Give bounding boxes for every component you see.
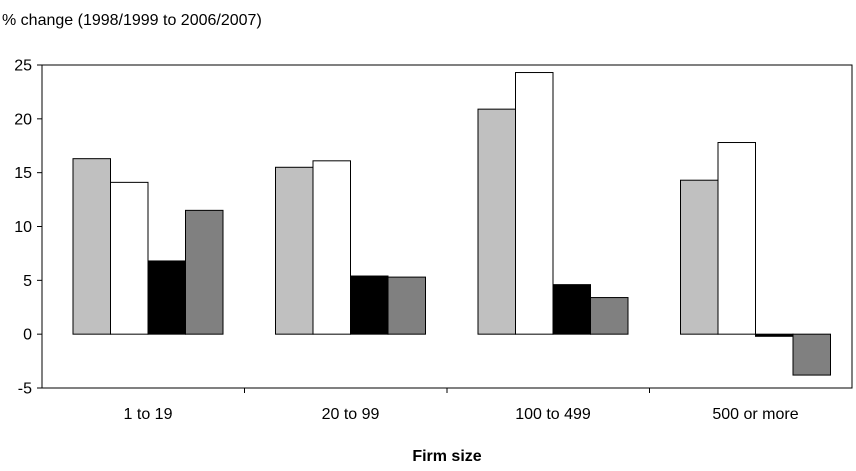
y-tick-label: 25 [14, 58, 32, 75]
bar [72, 158, 111, 335]
y-axis: -5 0 5 10 15 20 25 [14, 58, 42, 398]
x-tick-label: 500 or more [712, 406, 798, 423]
bar [515, 72, 554, 335]
bar [717, 142, 756, 335]
y-tick-label: 5 [23, 273, 32, 290]
x-tick-label: 20 to 99 [322, 406, 380, 423]
bar [755, 333, 794, 337]
bar [147, 260, 186, 335]
x-tick-label: 1 to 19 [124, 406, 173, 423]
y-tick-label: 20 [14, 111, 32, 128]
y-axis-label: % change (1998/1999 to 2006/2007) [2, 12, 262, 29]
y-tick-label: -5 [18, 381, 32, 398]
bar [350, 275, 389, 335]
bar [312, 160, 351, 335]
y-tick-label: 15 [14, 165, 32, 182]
bar [477, 108, 516, 335]
bar [110, 181, 149, 335]
y-tick-label: 10 [14, 219, 32, 236]
y-tick-label: 0 [23, 327, 32, 344]
bar [275, 166, 314, 335]
bar-group [72, 72, 831, 376]
x-axis: 1 to 19 20 to 99 100 to 499 500 or more [124, 388, 799, 423]
bar [792, 333, 831, 376]
bar [552, 284, 591, 335]
bar [387, 276, 426, 335]
bar [185, 209, 224, 335]
x-tick-label: 100 to 499 [515, 406, 591, 423]
bar [590, 297, 629, 335]
x-axis-label: Firm size [412, 448, 481, 465]
bar [680, 179, 719, 335]
